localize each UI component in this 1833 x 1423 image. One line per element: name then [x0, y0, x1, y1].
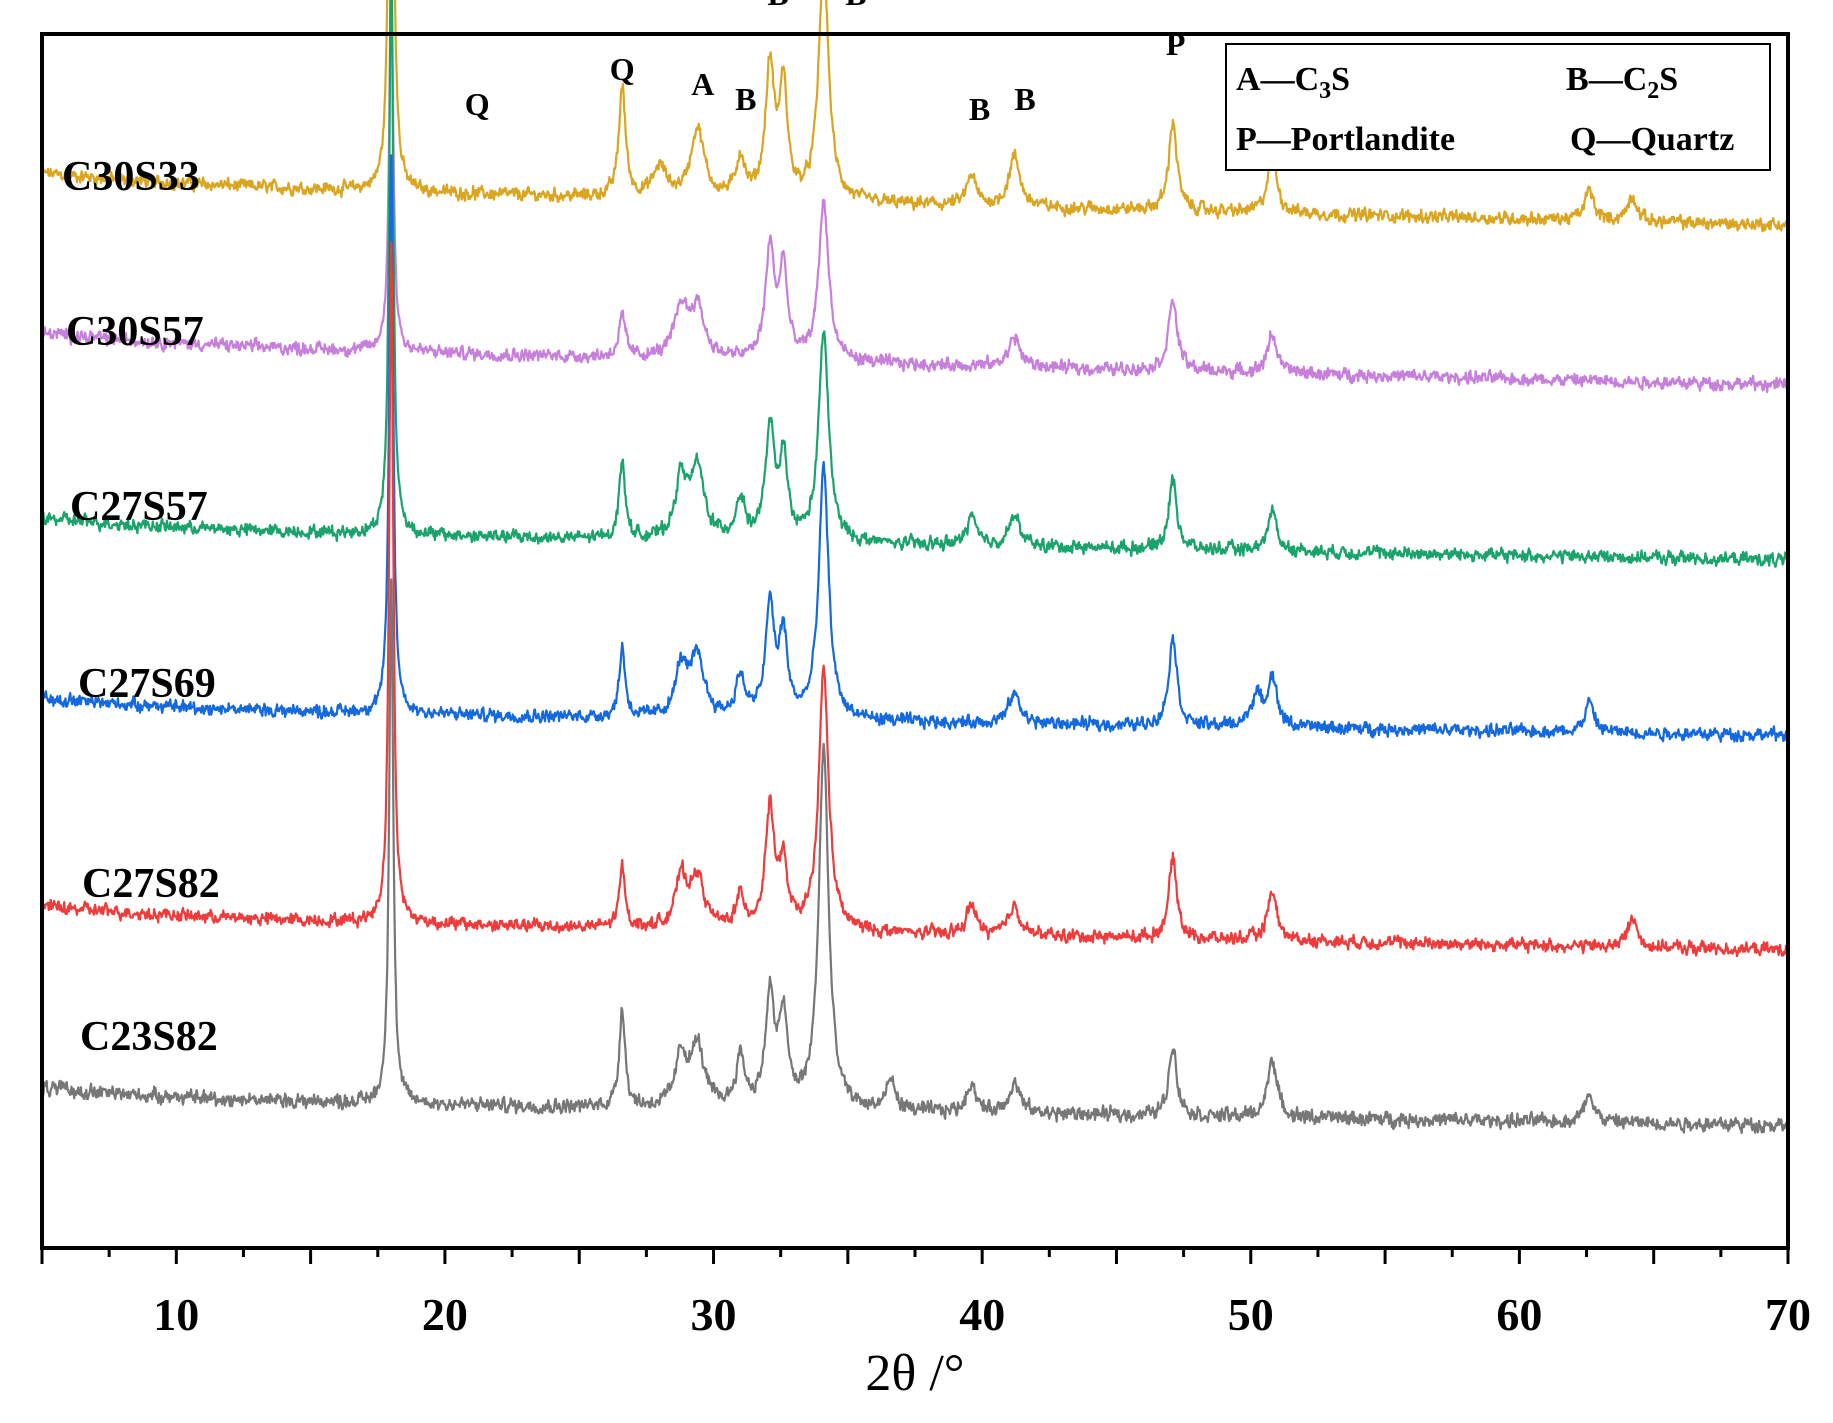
- legend: A—C3S B—C2S P—Portlandite Q—Quartz: [1225, 43, 1771, 171]
- series-line-c27s69: [40, 154, 1790, 743]
- x-tick-label: 50: [1228, 1289, 1274, 1340]
- series-label-c27s57: C27S57: [70, 484, 208, 530]
- legend-entry-a: A—C3S: [1236, 61, 1350, 104]
- peak-label-b: B: [969, 91, 990, 127]
- legend-entry-p: P—Portlandite: [1236, 121, 1455, 158]
- series-line-c23s82: [40, 578, 1790, 1135]
- peak-label-p: P: [1166, 26, 1186, 62]
- series-label-c23s82: C23S82: [80, 1014, 218, 1060]
- peak-label-b: B: [735, 81, 756, 117]
- series-label-c27s82: C27S82: [82, 861, 220, 907]
- x-tick-label: 10: [153, 1289, 199, 1340]
- x-axis-title: 2θ /°: [865, 1345, 964, 1402]
- series-label-c27s69: C27S69: [78, 661, 216, 707]
- legend-entry-q: Q—Quartz: [1570, 121, 1734, 158]
- series-line-c30s33: [40, 0, 1790, 233]
- x-tick-label: 30: [691, 1289, 737, 1340]
- peak-label-b: B: [1014, 81, 1035, 117]
- peak-label-a: A: [691, 66, 714, 102]
- series-line-c27s82: [40, 240, 1790, 958]
- peak-label-b: B: [845, 0, 866, 12]
- series-line-c30s57: [40, 0, 1789, 394]
- series-label-c30s33: C30S33: [62, 154, 200, 200]
- peak-label-b: B: [767, 0, 788, 12]
- series-label-c30s57: C30S57: [66, 309, 204, 355]
- legend-entry-b: B—C2S: [1566, 61, 1678, 104]
- x-tick-label: 20: [422, 1289, 468, 1340]
- peak-label-q: Q: [610, 51, 635, 87]
- series-layer: [40, 0, 1790, 1135]
- series-labels: C30S33 C30S57 C27S57 C27S69 C27S82 C23S82: [62, 154, 220, 1060]
- series-line-c27s57: [40, 0, 1790, 568]
- x-tick-label: 40: [959, 1289, 1005, 1340]
- x-tick-label: 60: [1496, 1289, 1542, 1340]
- legend-box: [1225, 43, 1771, 171]
- x-tick-label: 70: [1765, 1289, 1811, 1340]
- peak-label-q: Q: [465, 86, 490, 122]
- x-ticks: 10 20 30 40 50 60 70: [40, 1248, 1811, 1340]
